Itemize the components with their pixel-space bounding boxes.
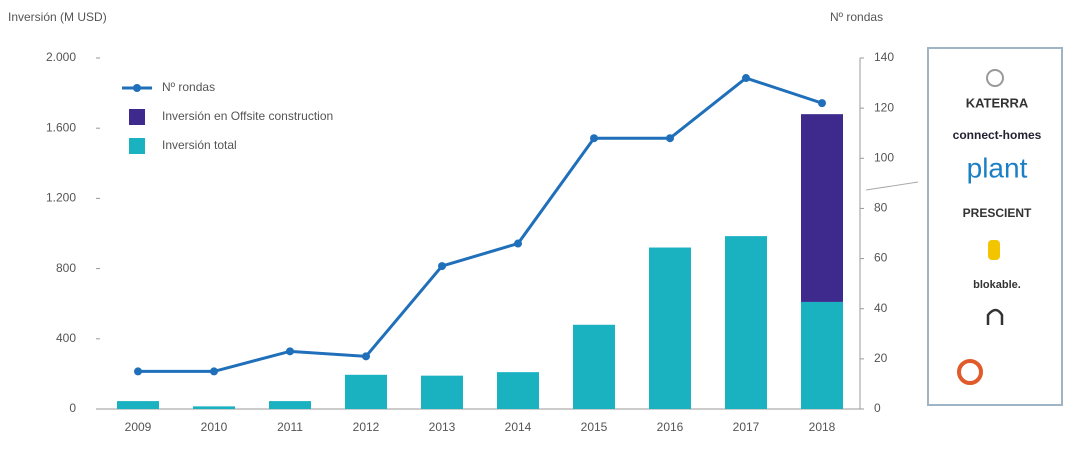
bar — [801, 114, 843, 302]
legend-label: Nº rondas — [162, 80, 215, 94]
marker — [818, 99, 826, 108]
x-tick-label: 2017 — [733, 420, 760, 434]
x-tick-label: 2010 — [201, 420, 228, 434]
logo-icon — [988, 240, 1000, 260]
logo-icon — [986, 308, 1004, 325]
y2ticks-label: 60 — [874, 251, 888, 265]
marker — [210, 367, 218, 376]
y-axis-title: Inversión (M USD) — [8, 10, 107, 24]
bar — [649, 247, 691, 409]
y2ticks-label: 80 — [874, 201, 888, 215]
marker — [286, 347, 294, 356]
x-tick-label: 2009 — [125, 420, 152, 434]
bar — [573, 324, 615, 409]
marker — [514, 239, 522, 248]
marker — [362, 352, 370, 361]
y2ticks-label: 100 — [874, 150, 894, 164]
y2ticks-label: 140 — [874, 50, 894, 64]
x-tick-label: 2014 — [505, 420, 532, 434]
yticks-label: 800 — [56, 261, 76, 275]
logo: PRESCIENT — [963, 206, 1032, 220]
yticks-label: 1.600 — [46, 120, 76, 134]
logo: connect-homes — [953, 128, 1042, 142]
legend-label: Inversión total — [162, 138, 237, 152]
x-tick-label: 2011 — [277, 420, 303, 434]
x-tick-label: 2018 — [809, 420, 836, 434]
legend-swatch — [133, 84, 141, 92]
logo: plant — [967, 152, 1028, 183]
bar — [345, 374, 387, 409]
legend-swatch — [129, 138, 145, 154]
yticks-label: 0 — [69, 401, 76, 415]
logo-icon — [986, 69, 1004, 87]
bar — [117, 401, 159, 409]
x-tick-label: 2013 — [429, 420, 456, 434]
x-tick-label: 2016 — [657, 420, 684, 434]
logo: KATERRA — [966, 95, 1029, 110]
marker — [742, 74, 750, 83]
y2ticks-label: 40 — [874, 301, 888, 315]
logo: blokable. — [973, 279, 1021, 291]
yticks-label: 1.200 — [46, 191, 76, 205]
bar — [725, 236, 767, 409]
logo-icon — [957, 359, 983, 385]
bar — [193, 406, 235, 409]
yticks-label: 400 — [56, 331, 76, 345]
y2ticks-label: 120 — [874, 100, 894, 114]
bar — [269, 401, 311, 409]
logo-panel — [927, 47, 1063, 406]
marker — [438, 262, 446, 271]
marker — [134, 367, 142, 376]
y2ticks-label: 0 — [874, 401, 881, 415]
bar — [421, 375, 463, 409]
bar — [801, 301, 843, 409]
connector — [865, 181, 919, 191]
yticks-label: 2.000 — [46, 50, 76, 64]
bar — [497, 372, 539, 409]
x-tick-label: 2015 — [581, 420, 608, 434]
y2ticks-label: 20 — [874, 351, 888, 365]
legend-label: Inversión en Offsite construction — [162, 109, 333, 123]
x-tick-label: 2012 — [353, 420, 380, 434]
marker — [666, 134, 674, 143]
line — [138, 76, 823, 373]
legend-swatch — [129, 109, 145, 125]
y2-axis-title: Nº rondas — [830, 10, 883, 24]
marker — [590, 134, 598, 143]
